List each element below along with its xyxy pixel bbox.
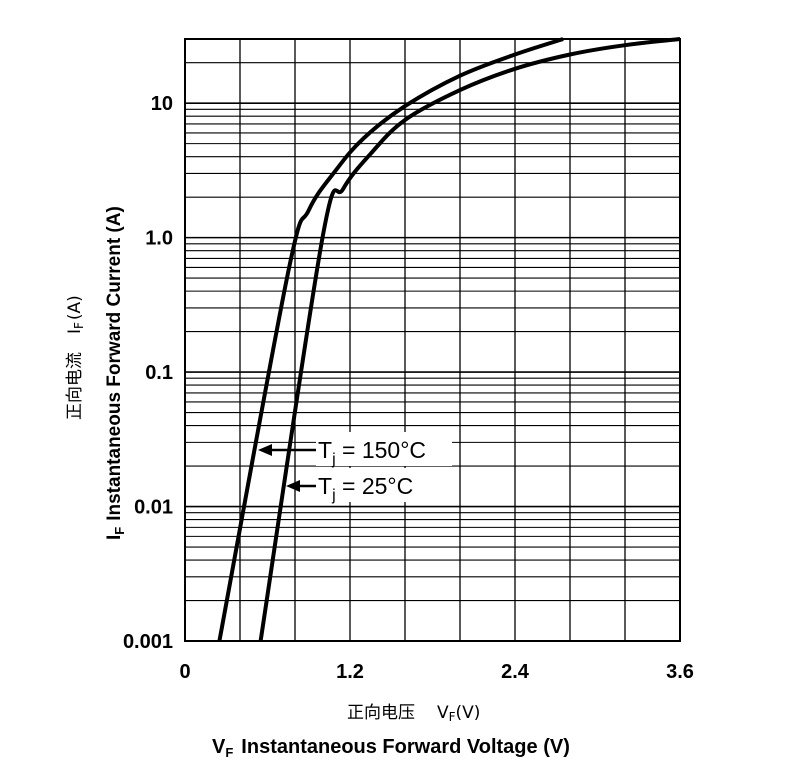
series-annotations: Tj = 150°C Tj = 25°C [258,432,452,504]
ylabel-cn-unit: (A) [65,295,85,320]
ylabel-text: Instantaneous Forward Current (A) [104,206,125,521]
x-tick-label: 2.4 [501,661,530,683]
ylabel-cn-sub: F [72,322,86,329]
y-tick-label: 10 [151,93,173,115]
tick-labels: 0 1.2 2.4 3.6 0.001 0.01 0.1 1.0 10 [123,93,694,683]
series-line-150c [217,37,564,642]
plot-curves [217,37,681,642]
x-axis-title-cn: 正向电压 VF(V) [347,703,480,724]
svg-text:正向电流IF(A): 正向电流 IF (A) [65,295,86,420]
svg-text:IFInstantaneous Forward Curren: IF Instantaneous Forward Current (A) [104,206,127,540]
series-label-150c-rest: = 150°C [336,437,426,463]
arrow-head-25c [286,480,300,492]
xlabel-cn-unit: (V) [456,703,481,723]
label-bg-150c [316,432,452,466]
xlabel-text: Instantaneous Forward Voltage (V) [241,736,570,758]
xlabel-symbol: V [212,736,226,758]
series-label-25c: Tj = 25°C [318,473,413,504]
series-label-150c: Tj = 150°C [318,437,426,468]
xlabel-cn: 正向电压 [347,703,415,723]
x-tick-label: 0 [179,661,190,683]
series-label-150c-main: T [318,437,332,463]
arrow-head-150c [258,444,272,456]
ylabel-cn-symbol: I [65,329,85,334]
series-label-150c-sub: j [331,451,336,468]
xlabel-cn-symbol: V [437,703,449,723]
xlabel-symbol-sub: F [225,745,233,760]
ylabel-cn: 正向电流 [65,352,85,420]
x-tick-label: 1.2 [336,661,364,683]
xlabel-cn-sub: F [449,710,456,724]
y-tick-label: 0.01 [134,497,173,519]
label-bg-25c [316,468,440,502]
y-tick-label: 0.1 [145,362,173,384]
series-label-25c-rest: = 25°C [336,473,414,499]
series-label-25c-sub: j [331,487,336,504]
x-tick-label: 3.6 [666,661,694,683]
plot-grid [185,38,680,641]
series-label-25c-main: T [318,473,332,499]
y-axis-title-cn: 正向电流 IF (A) [65,295,86,420]
y-axis-title: IF Instantaneous Forward Current (A) [104,206,127,540]
y-tick-label: 0.001 [123,631,173,653]
ylabel-symbol: I [104,535,125,540]
plot-frame [184,38,681,642]
ylabel-symbol-sub: F [112,527,127,535]
y-tick-label: 1.0 [145,228,173,250]
x-axis-title: VF Instantaneous Forward Voltage (V) [212,736,570,760]
series-line-25c [258,37,681,642]
